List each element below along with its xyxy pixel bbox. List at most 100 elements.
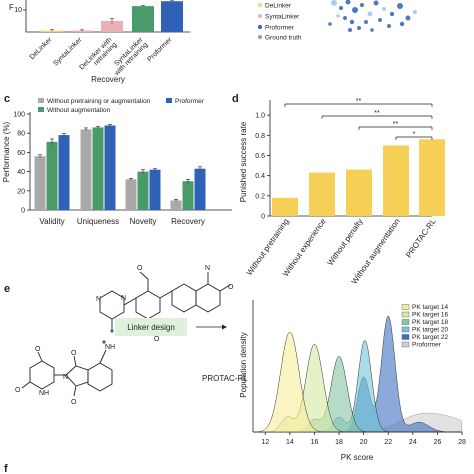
panel-d-significance-label: **	[356, 98, 362, 105]
panel-d-ytick-label: 0.4	[255, 173, 265, 180]
legend-label-syntalinker: SyntaLinker	[265, 14, 300, 21]
panel-c-ytick-label: 100	[13, 112, 25, 119]
panel-b-point	[397, 3, 403, 9]
panel-d-bar	[272, 197, 298, 216]
panel-b-point	[373, 0, 379, 6]
atom-nh-glut: NH	[39, 390, 49, 397]
atom-n-1: N	[96, 296, 101, 303]
panel-b-point	[348, 28, 352, 32]
attachment-point-top	[110, 329, 114, 333]
panel-c: c Performance (%) Without pretraining or…	[2, 93, 232, 226]
atom-n-imide: N	[63, 374, 68, 381]
panel-e-legend-label: Proformer	[412, 342, 442, 349]
legend-dot-delinker	[258, 3, 262, 7]
panel-c-bar	[170, 200, 182, 210]
panel-c-bar	[34, 156, 46, 210]
panel-b-point	[352, 7, 358, 13]
panel-a-xtick-delinker: DeLinker	[29, 36, 54, 61]
panel-b-point	[405, 15, 411, 21]
panel-e: e	[4, 265, 466, 462]
panel-d-bars	[272, 139, 445, 216]
panel-f-letter: f	[4, 463, 8, 474]
legend-swatch-without-pretraining	[38, 98, 44, 103]
legend-label-proformer: Proformer	[265, 25, 295, 32]
linker-design-label: Linker design	[127, 323, 175, 332]
panel-e-legend-label: PK target 18	[412, 319, 449, 326]
panel-c-ytick-label: 0	[21, 208, 25, 215]
panel-c-bar	[125, 179, 137, 210]
panel-c-xtick-label: Recovery	[171, 217, 205, 226]
legend-label-delinker: DeLinker	[265, 3, 292, 10]
panel-e-xtick-label: 24	[409, 439, 417, 446]
panel-a-ytick: 10	[14, 7, 22, 14]
legend-swatch-without-augmentation	[38, 107, 44, 112]
panel-c-bars	[34, 124, 206, 210]
panel-b-point	[360, 3, 364, 7]
panel-c-xtick-label: Novelty	[130, 217, 157, 226]
atom-n-right: N	[205, 265, 210, 272]
panel-c-bar	[137, 171, 149, 210]
panel-b-point	[331, 0, 337, 6]
panel-d-significance-label: **	[393, 121, 399, 128]
legend-dot-proformer	[258, 25, 262, 29]
panel-f: f	[4, 463, 8, 474]
panel-c-ytick-label: 80	[17, 131, 25, 138]
panel-b-point	[328, 22, 332, 26]
legend-label-without-pretraining: Without pretraining or augmentation	[47, 98, 151, 105]
legend-label-ground-truth: Ground truth	[265, 35, 302, 42]
panel-c-bar	[46, 141, 58, 210]
panel-c-letter: c	[4, 93, 10, 105]
panel-c-xtick-label: Uniqueness	[77, 217, 119, 226]
panel-e-ylabel: Population density	[239, 332, 248, 397]
molecule-atom-labels: N N O O N O NH O O NH N O O	[15, 265, 234, 406]
panel-b-point	[367, 11, 373, 17]
panel-b-point	[399, 21, 405, 27]
panel-e-legend-swatch	[401, 319, 410, 325]
panel-e-xlabel: PK score	[341, 453, 374, 462]
panel-d-bar	[309, 172, 335, 216]
panel-e-xtick-label: 22	[384, 439, 392, 446]
panel-d-yticks: 0 0.2 0.4 0.6 0.8 1.0	[255, 113, 270, 221]
panel-e-legend-label: PK target 20	[412, 327, 449, 334]
panel-b-point	[343, 16, 347, 20]
panel-b-point	[357, 26, 361, 30]
atom-o-glut-2: O	[15, 387, 21, 394]
panel-b-point	[364, 20, 368, 24]
panel-b-point	[336, 14, 340, 18]
panel-d-bar	[419, 139, 445, 216]
panel-b-point	[413, 10, 417, 14]
atom-o-methoxy-top: O	[137, 265, 143, 272]
atom-o-glut-1: O	[35, 346, 41, 353]
panel-d-xtick-label: Without penalty	[326, 217, 365, 267]
atom-n-2: N	[121, 295, 126, 302]
panel-a: F 10 DeLinker SyntaLinker DeLinker withr…	[9, 0, 190, 84]
panel-d-ytick-label: 0.8	[255, 133, 265, 140]
panel-e-xtick-label: 18	[335, 439, 343, 446]
panel-e-density-curves	[253, 315, 463, 433]
panel-d: d Punished success rate 0 0.2 0.4 0.6 0.8 1.0…	[232, 93, 445, 286]
panel-c-ylabel: Performance (%)	[2, 121, 11, 182]
panel-b-scatter	[328, 0, 417, 32]
panel-a-xtick-proformer: Proformer	[146, 36, 173, 63]
panel-b-legend: DeLinker SyntaLinker Proformer Ground tr…	[258, 3, 302, 42]
panel-c-bar	[58, 135, 70, 210]
panel-c-bar	[149, 169, 161, 210]
panel-c-legend: Without pretraining or augmentation With…	[38, 98, 205, 114]
panel-c-yticks: 0 20 40 60 80 100	[13, 112, 30, 215]
panel-a-bar-3	[132, 6, 154, 32]
panel-b-point	[370, 28, 374, 32]
panel-c-ytick-label: 40	[17, 169, 25, 176]
panel-d-bar	[346, 169, 372, 216]
panel-e-xtick-label: 28	[458, 439, 466, 446]
panel-d-significance-label: *	[413, 131, 416, 138]
panel-d-letter: d	[232, 93, 239, 105]
panel-b-point	[339, 6, 343, 10]
panel-e-xticks: 12 14 16 18 20 22 24 26 28	[261, 432, 466, 446]
panel-a-bars	[41, 0, 183, 32]
panel-b-point	[378, 18, 382, 22]
panel-b-point	[389, 11, 395, 17]
panel-b: DeLinker SyntaLinker Proformer Ground tr…	[258, 0, 417, 42]
panel-e-legend-label: PK target 22	[412, 334, 449, 341]
panel-e-legend-label: PK target 16	[412, 312, 449, 319]
